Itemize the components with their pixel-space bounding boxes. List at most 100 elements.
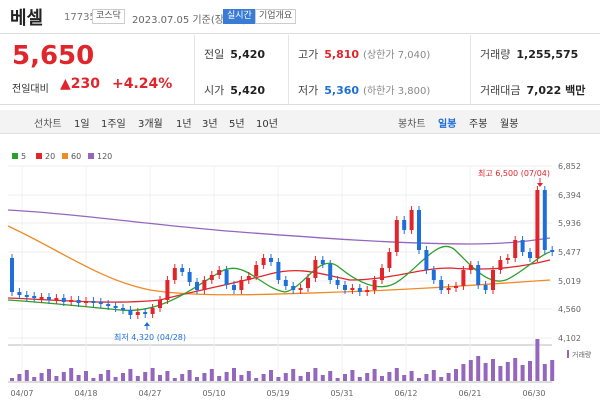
candle [172, 268, 177, 280]
volume-bar [76, 375, 81, 381]
high-price: 고가 5,810 (상한가 7,040) [298, 46, 430, 62]
candle [402, 220, 407, 230]
volume-bar [180, 374, 185, 381]
y-tick: 4,102 [558, 334, 581, 343]
volume-bar [291, 369, 296, 381]
candle [202, 280, 207, 290]
candle [520, 240, 525, 252]
volume-value: 1,255,575 [516, 48, 579, 61]
volume-bar [505, 362, 510, 381]
candle [409, 210, 414, 230]
prev-close-value: 5,420 [230, 48, 266, 61]
volume-bar [10, 378, 14, 381]
volume-bar [187, 370, 192, 381]
volume-bar [239, 375, 244, 381]
divider [288, 35, 289, 105]
volume-bar [84, 371, 88, 381]
candle [417, 210, 421, 250]
candle [439, 280, 444, 290]
candle [121, 308, 125, 310]
candle [195, 282, 199, 290]
current-price-box: 5,650 전일대비 ▲230 +4.24% [0, 35, 195, 105]
stock-code: 177350 [64, 12, 103, 23]
volume-bar [320, 375, 325, 381]
tab-1d[interactable]: 1일 [74, 119, 90, 130]
candle [365, 290, 370, 292]
candle [424, 250, 429, 270]
open-price: 시가 5,420 [204, 82, 265, 98]
high-value: 5,810 [324, 48, 360, 61]
price-chart: 5 20 60 120 6,852 [0, 140, 600, 414]
prev-close: 전일 5,420 [204, 46, 265, 62]
volume-bar [372, 369, 377, 381]
volume-bar [232, 368, 236, 381]
volume-bar [306, 372, 310, 381]
volume-bar [121, 373, 125, 381]
tab-3m[interactable]: 3개월 [138, 119, 163, 130]
tab-3y[interactable]: 3년 [202, 119, 218, 130]
volume-bar [350, 370, 355, 381]
candle [306, 278, 310, 288]
up-arrow-icon: ▲ [60, 76, 71, 92]
amount-value: 7,022 백만 [526, 84, 586, 97]
candle [150, 308, 155, 314]
tab-monthly[interactable]: 월봉 [500, 119, 519, 130]
volume-bar [328, 371, 333, 381]
candle [98, 302, 103, 304]
min-price-label: 최저 4,320 (04/28) [114, 332, 186, 342]
candle [165, 280, 170, 300]
candle [239, 280, 244, 290]
volume-bar [402, 375, 407, 381]
current-price: 5,650 [12, 41, 95, 71]
realtime-button[interactable]: 실시간 [223, 9, 256, 24]
divider [470, 35, 471, 105]
candle [350, 288, 355, 290]
volume-bar [357, 377, 362, 381]
volume-bar [254, 378, 259, 381]
candle [106, 304, 111, 306]
candle [454, 286, 458, 288]
legend-ma5: 5 [12, 152, 26, 161]
candle [550, 250, 555, 252]
company-overview-button[interactable]: 기업개요 [255, 9, 297, 24]
volume-label: 거래량 [480, 48, 511, 61]
tab-5y[interactable]: 5년 [229, 119, 245, 130]
volume-bar [17, 374, 22, 381]
volume-bar [106, 370, 111, 381]
volume-bar [202, 373, 207, 381]
tab-weekly[interactable]: 주봉 [469, 119, 488, 130]
volume-bar [269, 370, 273, 381]
tab-10y[interactable]: 10년 [256, 119, 278, 130]
x-tick: 06/30 [522, 389, 545, 398]
date-label: 2023.07.05 기준(장마감) [132, 15, 247, 26]
line-chart-label: 선차트 [34, 119, 62, 130]
low-label: 저가 [298, 84, 319, 97]
tab-daily[interactable]: 일봉 [438, 119, 457, 130]
x-tick: 05/19 [266, 389, 289, 398]
tab-1y[interactable]: 1년 [176, 119, 192, 130]
candle [513, 240, 518, 258]
high-label: 고가 [298, 48, 319, 61]
volume-bar [417, 378, 421, 381]
candle [498, 260, 503, 270]
candle [446, 288, 451, 290]
volume-bar [461, 364, 466, 381]
candle-chart-label: 봉차트 [398, 119, 426, 130]
volume-bar [528, 361, 532, 381]
candle [61, 298, 66, 302]
x-tick: 04/27 [138, 389, 161, 398]
candle [380, 268, 384, 280]
volume-bar [69, 368, 74, 381]
candle [372, 280, 377, 290]
tab-1w[interactable]: 1주일 [101, 119, 126, 130]
candle [269, 258, 273, 262]
volume-bar [431, 370, 436, 381]
trade-volume: 거래량 1,255,575 [480, 46, 578, 62]
candle [483, 285, 488, 290]
candle [76, 300, 81, 303]
x-tick: 04/18 [74, 389, 97, 398]
candle [320, 260, 325, 264]
candle [394, 220, 399, 252]
candle [291, 286, 296, 290]
lower-limit: (하한가 3,800) [363, 86, 431, 97]
